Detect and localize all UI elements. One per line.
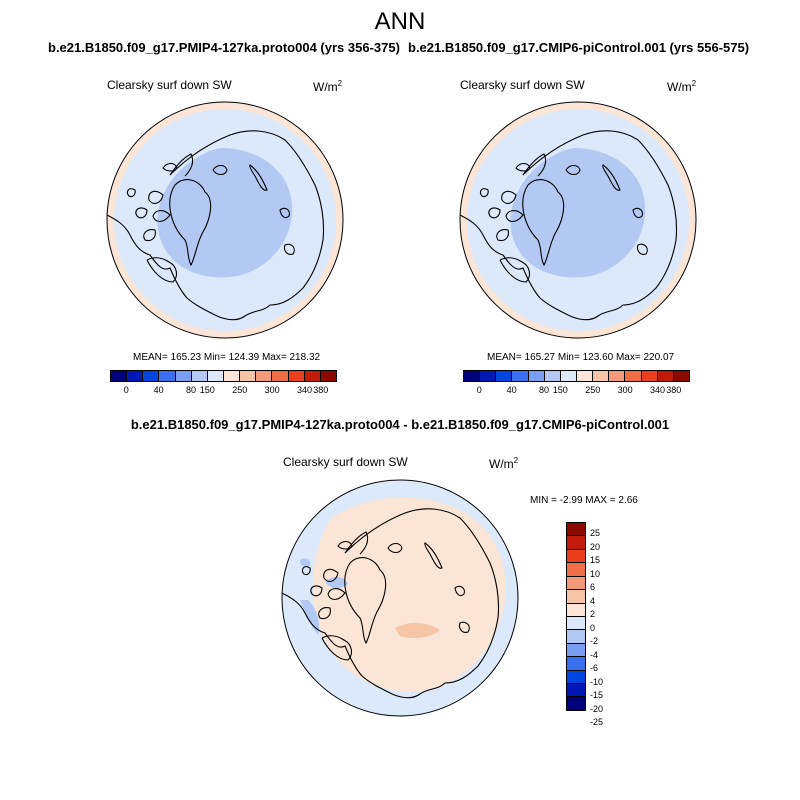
left-units-label: W/m2 xyxy=(313,79,343,94)
right-colorbar-tick-label: 300 xyxy=(617,385,633,395)
diff-colorbar-swatch xyxy=(567,549,585,564)
left-colorbar-tick-label: 300 xyxy=(264,385,280,395)
right-colorbar-tick-label: 80 xyxy=(539,385,550,395)
diff-colorbar-swatch xyxy=(567,657,585,671)
right-colorbar-swatch xyxy=(576,371,594,381)
diff-colorbar-tick-label: 25 xyxy=(590,528,601,539)
diff-colorbar-tick-label: 4 xyxy=(590,595,596,606)
left-colorbar-swatch xyxy=(272,371,289,381)
diff-colorbar-swatch xyxy=(567,643,585,658)
diff-colorbar-tick-label: -6 xyxy=(590,663,599,674)
left-colorbar-swatch xyxy=(159,371,176,381)
diff-variable-label: Clearsky surf down SW xyxy=(283,455,408,469)
right-colorbar-swatch xyxy=(641,371,658,381)
diff-colorbar-swatch xyxy=(567,590,585,604)
left-colorbar-swatch xyxy=(127,371,144,381)
right-colorbar-swatch xyxy=(657,371,674,381)
right-colorbar-tick-label: 40 xyxy=(506,385,517,395)
right-stats: MEAN= 165.27 Min= 123.60 Max= 220.07 xyxy=(487,352,675,363)
right-colorbar-swatch xyxy=(512,371,529,381)
left-colorbar-swatch xyxy=(320,371,336,381)
left-colorbar-swatch xyxy=(223,371,241,381)
right-colorbar-swatch xyxy=(464,371,481,381)
diff-stats: MIN = -2.99 MAX = 2.66 xyxy=(530,495,638,506)
right-units-label: W/m2 xyxy=(667,79,697,94)
diff-colorbar-swatch xyxy=(567,576,585,591)
diff-units-label: W/m2 xyxy=(489,456,519,471)
left-colorbar-tick-label: 80 xyxy=(186,385,197,395)
diff-case-title: b.e21.B1850.f09_g17.PMIP4-127ka.proto004… xyxy=(130,417,670,432)
right-colorbar-swatch xyxy=(609,371,626,381)
diff-colorbar-swatch xyxy=(567,563,585,577)
left-colorbar-swatch xyxy=(143,371,160,381)
diff-colorbar-ticks: 25 20 15 10 6 4 2 0 -2 -4 -6 -10 -15 -20 -25 xyxy=(590,522,620,727)
diff-colorbar xyxy=(566,522,586,711)
right-colorbar-swatch xyxy=(625,371,642,381)
left-colorbar-swatch xyxy=(240,371,257,381)
left-colorbar-tick-label: 150 xyxy=(199,385,215,395)
right-colorbar-swatch xyxy=(544,371,561,381)
left-case-title: b.e21.B1850.f09_g17.PMIP4-127ka.proto004… xyxy=(48,40,400,55)
right-colorbar-swatch xyxy=(593,371,610,381)
diff-colorbar-tick-label: -10 xyxy=(590,676,604,687)
right-case-title: b.e21.B1850.f09_g17.CMIP6-piControl.001 … xyxy=(408,40,750,55)
diff-colorbar-tick-label: -25 xyxy=(590,717,604,728)
left-colorbar-swatch xyxy=(304,371,321,381)
diff-colorbar-tick-label: 15 xyxy=(590,555,601,566)
diff-colorbar-tick-label: 20 xyxy=(590,541,601,552)
diff-colorbar-tick-label: -20 xyxy=(590,703,604,714)
diff-colorbar-tick-label: 2 xyxy=(590,609,596,620)
left-colorbar-swatch xyxy=(175,371,192,381)
left-colorbar-swatch xyxy=(256,371,273,381)
diff-colorbar-swatch xyxy=(567,536,585,550)
right-colorbar-swatch xyxy=(560,371,577,381)
right-variable-label: Clearsky surf down SW xyxy=(460,78,585,92)
left-colorbar-swatch xyxy=(207,371,224,381)
diff-colorbar-swatch xyxy=(567,603,585,617)
right-colorbar xyxy=(463,370,690,382)
left-colorbar xyxy=(110,370,337,382)
right-colorbar-swatch xyxy=(528,371,545,381)
left-colorbar-tick-label: 340 xyxy=(297,385,313,395)
diff-colorbar-swatch xyxy=(567,684,585,698)
diff-colorbar-swatch xyxy=(567,616,585,631)
diff-colorbar-swatch xyxy=(567,670,585,685)
diff-colorbar-tick-label: 10 xyxy=(590,568,601,579)
left-variable-label: Clearsky surf down SW xyxy=(107,78,232,92)
right-colorbar-tick-label: 0 xyxy=(476,385,482,395)
left-colorbar-ticks: 0 40 80 150 250 300 340 380 xyxy=(110,385,337,397)
diff-colorbar-tick-label: -2 xyxy=(590,636,599,647)
diff-colorbar-tick-label: -15 xyxy=(590,690,604,701)
diff-colorbar-swatch xyxy=(567,523,585,537)
right-colorbar-swatch xyxy=(673,371,689,381)
diff-colorbar-swatch xyxy=(567,630,585,644)
left-colorbar-tick-label: 0 xyxy=(123,385,129,395)
diff-colorbar-swatch xyxy=(567,697,585,710)
diff-colorbar-tick-label: 6 xyxy=(590,582,596,593)
plot-title: ANN xyxy=(374,8,426,35)
left-colorbar-tick-label: 40 xyxy=(153,385,164,395)
left-colorbar-tick-label: 250 xyxy=(232,385,248,395)
right-colorbar-swatch xyxy=(480,371,497,381)
left-colorbar-tick-label: 380 xyxy=(313,385,329,395)
right-colorbar-tick-label: 250 xyxy=(585,385,601,395)
right-colorbar-swatch xyxy=(496,371,513,381)
right-colorbar-tick-label: 340 xyxy=(650,385,666,395)
left-colorbar-swatch xyxy=(288,371,305,381)
right-colorbar-tick-label: 380 xyxy=(666,385,682,395)
diff-colorbar-tick-label: 0 xyxy=(590,622,596,633)
left-colorbar-swatch xyxy=(191,371,208,381)
right-colorbar-ticks: 0 40 80 150 250 300 340 380 xyxy=(463,385,690,397)
left-colorbar-swatch xyxy=(111,371,128,381)
left-stats: MEAN= 165.23 Min= 124.39 Max= 218.32 xyxy=(133,352,321,363)
diff-colorbar-tick-label: -4 xyxy=(590,649,599,660)
right-colorbar-tick-label: 150 xyxy=(552,385,568,395)
